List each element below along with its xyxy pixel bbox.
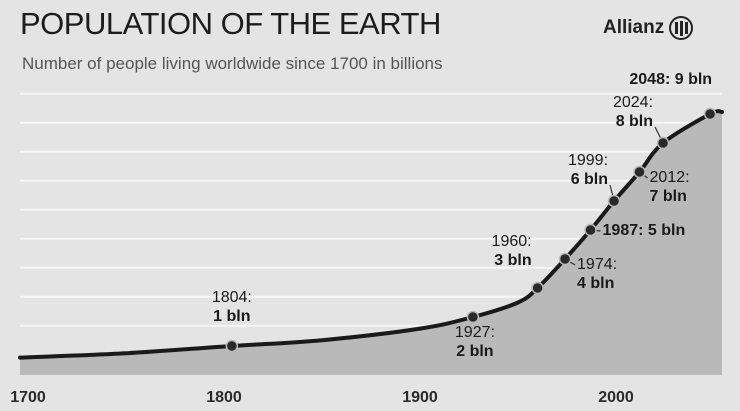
data-point-marker [607,194,621,208]
data-label: 1804: 1 bln [212,289,252,325]
data-label: 2048: 9 bln [629,71,712,88]
x-tick-label: 1800 [206,389,242,406]
data-label-line1: 1960: [492,233,532,250]
data-label-line1: 1804: [212,289,252,306]
data-label: 1927: 2 bln [455,324,495,360]
data-point-marker [656,136,670,150]
chart-title: POPULATION OF THE EARTH [20,6,441,41]
data-label-line2: 4 bln [577,275,614,292]
data-label-line1: 1974: [577,256,617,273]
data-point-marker [584,223,597,237]
data-label-line2: 8 bln [616,113,653,130]
data-label: 1987: 5 bln [603,222,686,239]
data-point-marker [703,107,717,121]
data-label: 1960: 3 bln [492,233,532,269]
data-label: 2012: 7 bln [650,169,690,205]
data-label: 2024: 8 bln [613,94,653,130]
data-label-line1: 1999: [568,152,608,169]
data-label-line2: 3 bln [494,252,531,269]
data-label-line1: 1927: [455,324,495,341]
data-label-line1: 1987: 5 bln [603,222,686,239]
chart-subtitle: Number of people living worldwide since … [22,54,443,73]
data-point-marker [558,252,572,266]
data-label: 1999: 6 bln [568,152,608,188]
data-label-line1: 2024: [613,94,653,111]
data-label-line2: 2 bln [456,343,493,360]
allianz-emblem-icon [669,16,694,40]
data-point-marker [531,281,544,295]
data-label-line1: 2048: 9 bln [629,71,712,88]
allianz-logo: Allianz [603,16,694,40]
logo-text: Allianz [603,17,665,38]
data-label-line2: 1 bln [213,308,250,325]
data-point-marker [225,339,239,353]
data-point-marker [466,310,480,324]
data-label-line2: 7 bln [650,188,687,205]
data-point-marker [633,165,646,179]
x-tick-label: 2000 [598,389,634,406]
data-label-line2: 6 bln [571,171,608,188]
x-tick-label: 1700 [10,389,46,406]
population-area [20,111,722,375]
data-label: 1974: 4 bln [577,256,617,292]
x-tick-label: 1900 [402,389,438,406]
data-label-line1: 2012: [650,169,690,186]
